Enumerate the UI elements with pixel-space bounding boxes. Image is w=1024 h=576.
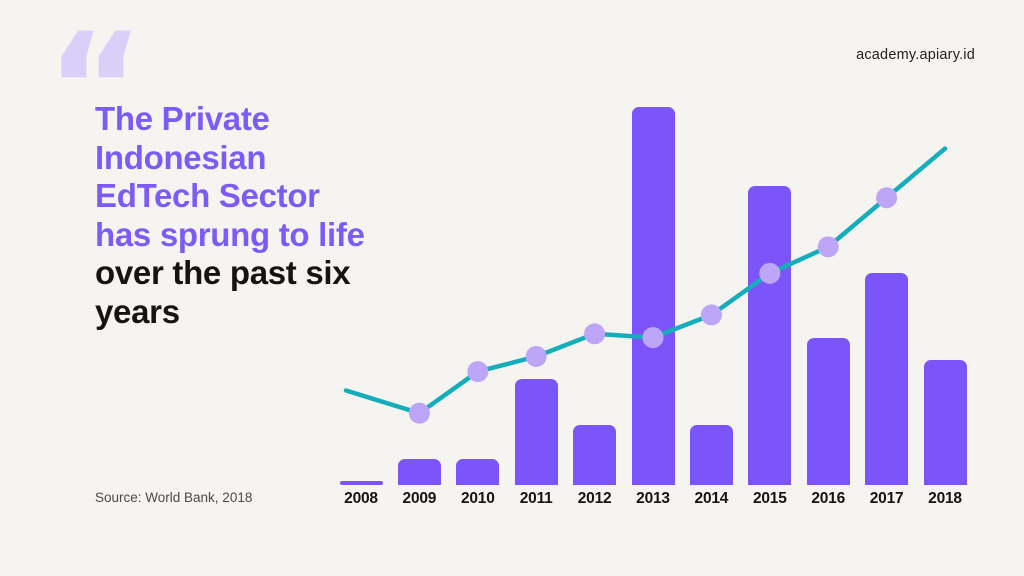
line-marker-2014 bbox=[700, 304, 722, 326]
headline-line: over the past six bbox=[95, 254, 351, 291]
line-marker-2016 bbox=[817, 236, 839, 258]
bar-2011 bbox=[514, 379, 558, 485]
headline-line: years bbox=[95, 292, 180, 330]
x-axis-label-2011: 2011 bbox=[519, 490, 553, 507]
bar-2009 bbox=[397, 459, 441, 485]
x-axis-label-2008: 2008 bbox=[344, 490, 378, 507]
source-caption: Source: World Bank, 2018 bbox=[95, 490, 253, 505]
x-axis-label-2015: 2015 bbox=[752, 490, 787, 507]
headline-line: has sprung to life bbox=[95, 215, 365, 253]
x-axis-label-2016: 2016 bbox=[811, 490, 846, 507]
bar-2018 bbox=[923, 360, 967, 485]
site-url-label: academy.apiary.id bbox=[856, 47, 975, 63]
line-marker-2017 bbox=[876, 187, 898, 209]
line-marker-2009 bbox=[408, 402, 430, 424]
quote-mark-icon: “ bbox=[46, 2, 145, 176]
bar-2008 bbox=[339, 481, 383, 485]
headline-line: Indonesian bbox=[95, 138, 267, 176]
x-axis-label-2009: 2009 bbox=[402, 490, 437, 507]
x-axis-label-2014: 2014 bbox=[694, 490, 729, 507]
headline-line: EdTech Sector bbox=[95, 177, 320, 214]
line-marker-2011 bbox=[525, 345, 547, 367]
headline-line: The Private bbox=[95, 100, 270, 137]
x-axis-label-2017: 2017 bbox=[869, 490, 904, 507]
bar-2015 bbox=[748, 186, 792, 485]
bar-2010 bbox=[456, 459, 500, 485]
x-axis-label-2013: 2013 bbox=[636, 490, 670, 507]
line-marker-2010 bbox=[467, 361, 489, 383]
bar-2016 bbox=[806, 338, 850, 485]
x-axis-label-2012: 2012 bbox=[577, 490, 612, 507]
headline: The Private Indonesian EdTech Sector has sp… bbox=[95, 100, 365, 331]
bar-2017 bbox=[865, 273, 909, 485]
x-axis-label-2018: 2018 bbox=[928, 490, 962, 507]
x-axis-label-2010: 2010 bbox=[460, 490, 495, 507]
line-marker-2012 bbox=[584, 323, 606, 345]
bar-2014 bbox=[689, 425, 733, 485]
bar-2012 bbox=[573, 425, 617, 485]
bar-2013 bbox=[631, 107, 675, 485]
